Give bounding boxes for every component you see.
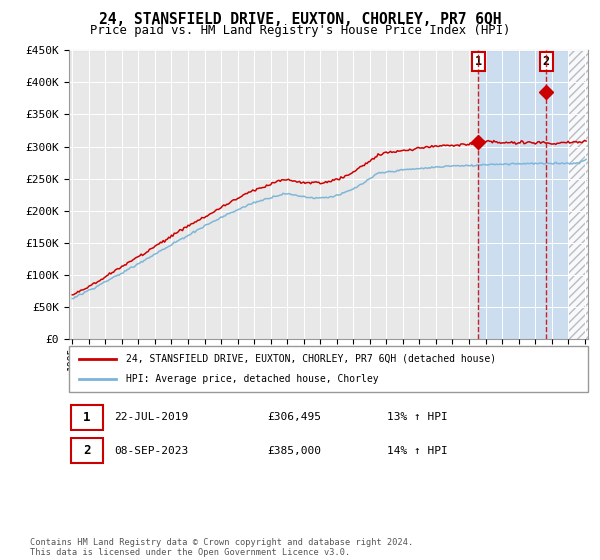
Text: 2: 2 [543, 54, 550, 68]
Bar [568, 50, 593, 339]
FancyBboxPatch shape [69, 346, 588, 392]
Text: 08-SEP-2023: 08-SEP-2023 [114, 446, 188, 456]
Text: 1: 1 [475, 54, 482, 68]
FancyBboxPatch shape [71, 438, 103, 464]
FancyBboxPatch shape [71, 404, 103, 430]
Text: £306,495: £306,495 [267, 412, 321, 422]
Text: Contains HM Land Registry data © Crown copyright and database right 2024.
This d: Contains HM Land Registry data © Crown c… [30, 538, 413, 557]
Bar [478, 50, 593, 339]
Text: 24, STANSFIELD DRIVE, EUXTON, CHORLEY, PR7 6QH (detached house): 24, STANSFIELD DRIVE, EUXTON, CHORLEY, P… [126, 354, 496, 364]
Text: 24, STANSFIELD DRIVE, EUXTON, CHORLEY, PR7 6QH: 24, STANSFIELD DRIVE, EUXTON, CHORLEY, P… [99, 12, 501, 27]
Text: 2: 2 [83, 444, 91, 458]
Text: 22-JUL-2019: 22-JUL-2019 [114, 412, 188, 422]
Text: HPI: Average price, detached house, Chorley: HPI: Average price, detached house, Chor… [126, 374, 379, 384]
Text: £385,000: £385,000 [267, 446, 321, 456]
Text: 1: 1 [83, 410, 91, 424]
Text: 14% ↑ HPI: 14% ↑ HPI [387, 446, 448, 456]
Text: Price paid vs. HM Land Registry's House Price Index (HPI): Price paid vs. HM Land Registry's House … [90, 24, 510, 37]
Text: 13% ↑ HPI: 13% ↑ HPI [387, 412, 448, 422]
